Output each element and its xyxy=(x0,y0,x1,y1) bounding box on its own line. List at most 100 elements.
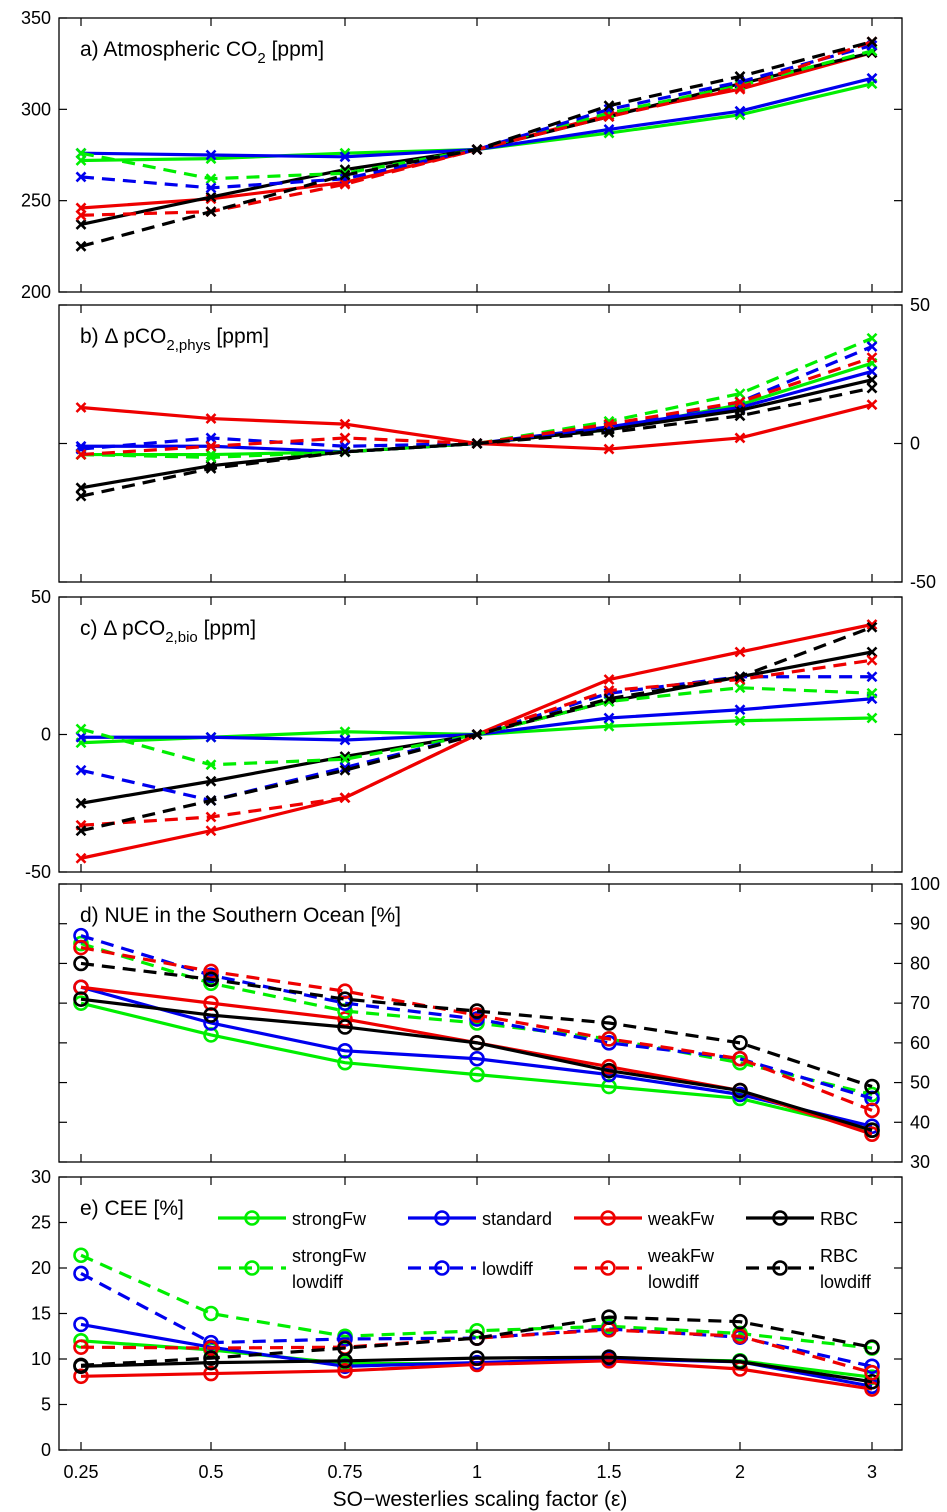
series-line xyxy=(80,1328,873,1375)
y-tick-label: 30 xyxy=(31,1167,51,1187)
series-weakfw-lowdiff xyxy=(73,1322,880,1381)
data-point xyxy=(864,1102,880,1119)
data-point xyxy=(73,1357,89,1374)
series-line xyxy=(80,658,873,827)
legend-item: strongFw xyxy=(218,1209,367,1229)
data-point xyxy=(866,382,878,394)
data-point xyxy=(205,191,217,203)
y-tick-label: 15 xyxy=(31,1304,51,1324)
data-point xyxy=(205,440,217,452)
y-tick-label: 10 xyxy=(31,1349,51,1369)
data-point xyxy=(203,1340,219,1356)
series-rbc xyxy=(73,991,880,1139)
data-point xyxy=(603,427,615,438)
series-strongfw-lowdiff xyxy=(73,1247,880,1356)
data-point xyxy=(205,811,217,823)
data-point xyxy=(866,399,878,411)
data-point xyxy=(866,712,878,724)
data-point xyxy=(203,971,219,988)
data-point xyxy=(866,671,878,683)
legend-item: strongFw lowdiff xyxy=(218,1246,367,1292)
plot-frame xyxy=(58,883,903,1163)
data-point xyxy=(203,1305,219,1322)
data-point xyxy=(205,413,217,424)
data-point xyxy=(864,1339,880,1355)
y-tick-label: 200 xyxy=(21,282,51,302)
data-point xyxy=(73,991,89,1007)
data-point xyxy=(734,105,746,117)
data-point xyxy=(864,1078,880,1095)
y-tick-label: 250 xyxy=(21,191,51,211)
legend-item: weakFw lowdiff xyxy=(574,1246,715,1292)
data-point xyxy=(866,654,878,666)
data-point xyxy=(203,1365,219,1382)
data-point xyxy=(734,704,746,716)
series-line xyxy=(80,43,873,190)
data-point xyxy=(75,482,87,494)
legend-label: lowdiff xyxy=(482,1259,534,1279)
data-point xyxy=(205,775,217,787)
data-point xyxy=(75,218,87,230)
series-rbc xyxy=(75,47,878,230)
legend: strongFw standard weakFw RBC strongFw lowdiff… xyxy=(218,1209,872,1292)
data-point xyxy=(337,1331,353,1347)
legend-marker xyxy=(434,1260,450,1276)
data-point xyxy=(205,149,217,161)
y-tick-label: 300 xyxy=(21,99,51,119)
data-point xyxy=(337,1019,353,1035)
data-point xyxy=(469,1322,485,1339)
x-tick-label: 0.25 xyxy=(63,1462,98,1482)
series-line xyxy=(80,985,873,1128)
data-point xyxy=(864,1381,880,1397)
data-point xyxy=(603,124,615,135)
data-point xyxy=(732,1035,748,1051)
series-line xyxy=(80,961,873,1089)
data-point xyxy=(603,100,615,112)
data-point xyxy=(203,1007,219,1023)
legend-marker xyxy=(244,1210,260,1226)
series-standard xyxy=(73,1316,880,1395)
legend-marker xyxy=(434,1210,450,1226)
data-point xyxy=(75,731,87,743)
legend-label: lowdiff xyxy=(820,1272,872,1292)
legend-label: weakFw xyxy=(647,1246,715,1266)
y-tick-label: 90 xyxy=(910,914,930,934)
x-tick-label: 0.5 xyxy=(198,1462,223,1482)
series-rbc-lowdiff xyxy=(73,955,880,1095)
panel-5: 0 5 10 15 20 25 30 e) CEE [%] xyxy=(31,1167,903,1460)
data-point xyxy=(469,1330,485,1346)
data-point xyxy=(73,1339,89,1355)
data-point xyxy=(866,332,878,344)
data-point xyxy=(73,1368,89,1385)
data-point xyxy=(73,955,89,972)
data-point xyxy=(337,1043,353,1059)
data-point xyxy=(603,685,615,696)
legend-label: strongFw xyxy=(292,1246,367,1266)
y-tick-label: -50 xyxy=(910,572,936,592)
data-point xyxy=(469,1035,485,1051)
data-point xyxy=(734,396,746,408)
data-point xyxy=(734,81,746,93)
x-tick-labels: 0.25 0.5 0.75 1 1.5 2 3 xyxy=(63,1462,877,1482)
y-tick-label: 50 xyxy=(910,295,930,315)
data-point xyxy=(339,734,351,746)
legend-marker xyxy=(600,1260,616,1276)
data-point xyxy=(866,621,878,633)
y-tick-label: 40 xyxy=(910,1112,930,1132)
data-point xyxy=(866,646,878,658)
data-point xyxy=(734,715,746,727)
data-point xyxy=(205,432,217,444)
data-point xyxy=(601,1015,617,1031)
plot-frame xyxy=(58,17,903,293)
data-point xyxy=(205,173,217,185)
data-point xyxy=(866,687,878,699)
series-rbc-lowdiff xyxy=(75,382,878,502)
data-point xyxy=(337,1363,353,1379)
series-line xyxy=(80,40,873,248)
series-strongfw xyxy=(75,712,878,749)
data-point xyxy=(75,797,87,809)
series-lowdiff xyxy=(75,39,878,194)
series-line xyxy=(80,625,873,833)
data-point xyxy=(732,1313,748,1330)
